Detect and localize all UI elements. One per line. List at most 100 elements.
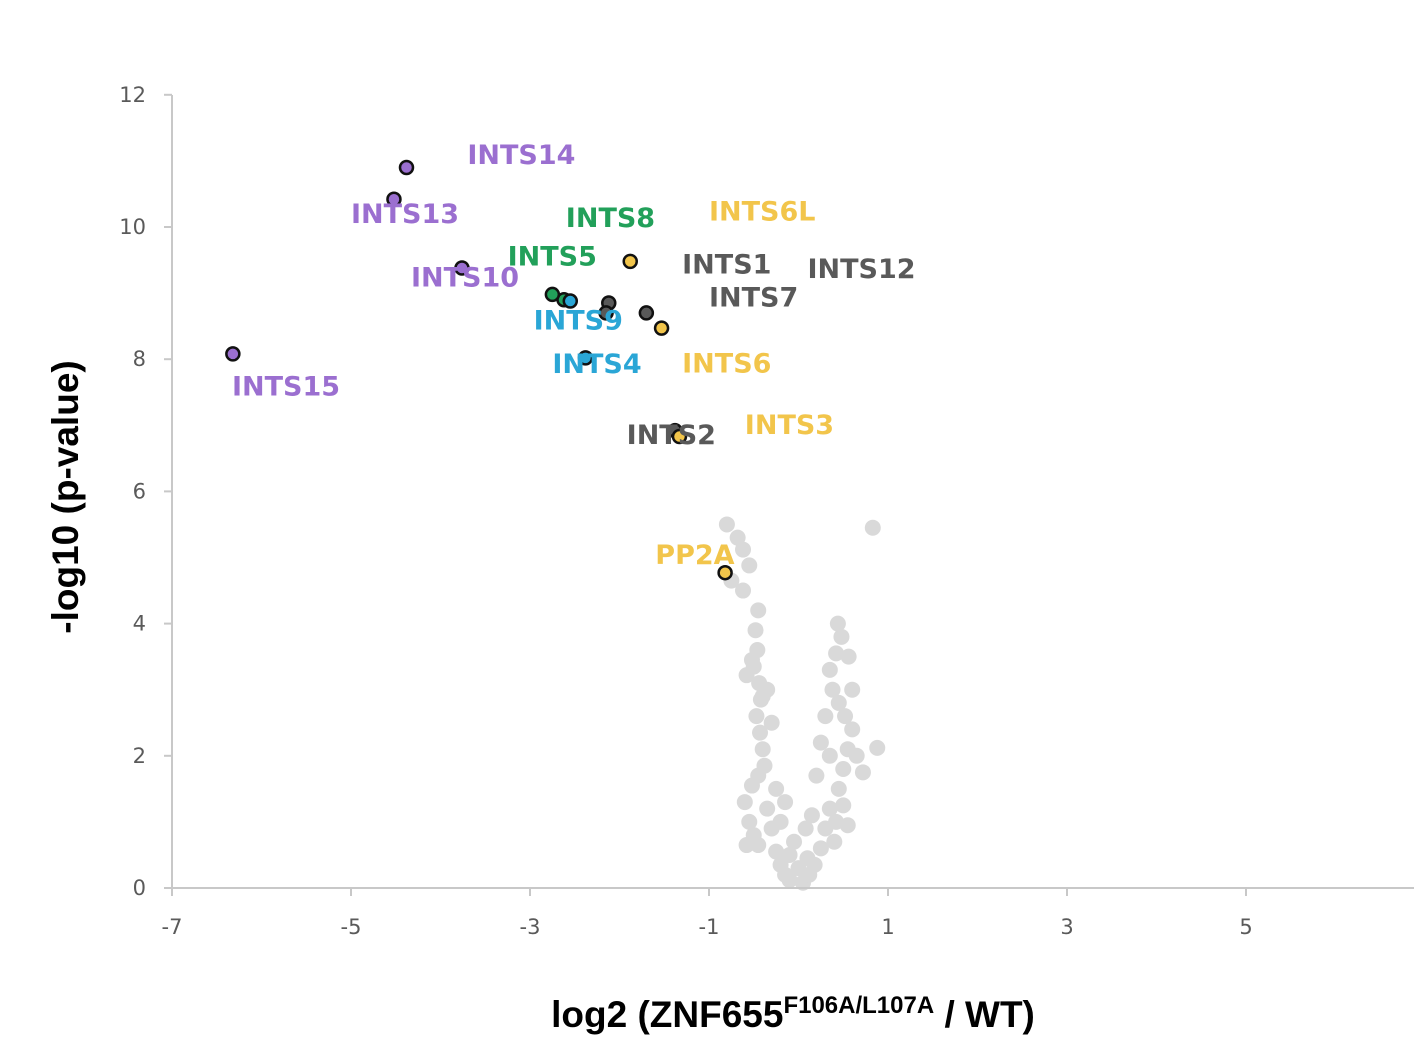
point-label: INTS7 bbox=[709, 282, 798, 313]
background-point bbox=[833, 628, 850, 645]
point-label: INTS6 bbox=[682, 348, 771, 379]
background-point bbox=[738, 667, 755, 684]
highlighted-point bbox=[577, 350, 594, 366]
highlighted-point bbox=[454, 260, 470, 276]
point-label: INTS6L bbox=[709, 196, 816, 227]
highlighted-point bbox=[398, 159, 415, 176]
background-point bbox=[754, 741, 771, 758]
background-point bbox=[812, 840, 829, 857]
background-point bbox=[797, 820, 814, 837]
point-labels: INTS14 INTS13 INTS10 INTS15 INTS8 INTS5 INTS9 I… bbox=[232, 140, 916, 571]
background-points bbox=[718, 516, 886, 891]
point-label: INTS2 bbox=[627, 420, 716, 451]
highlighted-points bbox=[225, 159, 733, 581]
highlighted-point bbox=[717, 564, 733, 581]
background-point bbox=[824, 681, 841, 698]
x-tick-label: -5 bbox=[341, 915, 362, 939]
point-label: INTS12 bbox=[807, 254, 915, 285]
background-point bbox=[752, 724, 769, 741]
background-point bbox=[754, 688, 771, 705]
background-point bbox=[777, 794, 794, 811]
y-tick-label: 8 bbox=[133, 347, 146, 371]
background-point bbox=[763, 714, 780, 731]
highlighted-point bbox=[653, 320, 670, 336]
point-label: INTS5 bbox=[508, 241, 597, 272]
background-point bbox=[844, 681, 861, 698]
x-axis-title-superscript: F106A/L107A bbox=[783, 992, 934, 1019]
y-tick-label: 4 bbox=[133, 612, 146, 636]
point-label: INTS4 bbox=[552, 349, 641, 380]
highlighted-point bbox=[598, 305, 614, 321]
background-point bbox=[759, 800, 776, 817]
point-label: INTS3 bbox=[745, 410, 834, 441]
highlighted-point bbox=[638, 305, 655, 321]
background-point bbox=[735, 541, 752, 558]
background-point bbox=[828, 645, 845, 662]
background-point bbox=[837, 708, 854, 725]
background-point bbox=[835, 761, 852, 778]
y-tick-label: 0 bbox=[133, 876, 146, 900]
background-point bbox=[768, 843, 785, 860]
background-point bbox=[830, 780, 847, 797]
background-point bbox=[835, 797, 852, 814]
axis-ticks: 0 2 4 6 8 10 12 -7 -5 -3 -1 1 3 5 bbox=[119, 83, 1252, 939]
point-label: INTS14 bbox=[467, 140, 575, 171]
background-point bbox=[729, 529, 746, 546]
background-point bbox=[738, 837, 755, 854]
point-label: INTS1 bbox=[682, 249, 771, 280]
background-point bbox=[736, 794, 753, 811]
background-point bbox=[768, 780, 785, 797]
background-point bbox=[786, 833, 803, 850]
background-point bbox=[839, 817, 856, 834]
highlighted-point bbox=[671, 428, 688, 445]
background-point bbox=[799, 850, 816, 867]
highlighted-point bbox=[622, 253, 638, 270]
background-point bbox=[821, 800, 838, 817]
highlighted-point bbox=[225, 346, 241, 362]
background-point bbox=[812, 734, 829, 751]
background-point bbox=[826, 833, 843, 850]
background-point bbox=[840, 648, 857, 665]
background-point bbox=[741, 557, 758, 574]
highlighted-point bbox=[386, 191, 402, 207]
y-tick-label: 12 bbox=[119, 83, 146, 107]
background-point bbox=[821, 661, 838, 678]
x-axis-title: log2 (ZNF655F106A/L107A / WT) bbox=[551, 992, 1035, 1035]
x-tick-label: -1 bbox=[699, 915, 720, 939]
y-tick-label: 2 bbox=[133, 744, 146, 768]
point-label: INTS10 bbox=[411, 262, 519, 293]
x-axis-title-tail: / WT) bbox=[934, 994, 1035, 1035]
background-point bbox=[854, 764, 871, 781]
background-point bbox=[750, 837, 767, 854]
background-point bbox=[772, 813, 789, 830]
x-tick-label: 3 bbox=[1060, 915, 1073, 939]
y-tick-label: 6 bbox=[133, 479, 146, 503]
background-point bbox=[803, 807, 820, 824]
y-axis-title: -log10 (p-value) bbox=[45, 360, 86, 633]
y-tick-label: 10 bbox=[119, 215, 146, 239]
background-point bbox=[741, 813, 758, 830]
point-label: INTS8 bbox=[566, 203, 655, 234]
background-point bbox=[781, 872, 798, 889]
point-label: INTS13 bbox=[351, 199, 459, 230]
background-point bbox=[844, 721, 861, 738]
point-label: INTS15 bbox=[232, 372, 340, 403]
background-point bbox=[817, 708, 834, 725]
background-point bbox=[748, 708, 765, 725]
x-axis-title-main: log2 (ZNF655 bbox=[551, 994, 783, 1035]
point-label: INTS9 bbox=[534, 305, 623, 336]
background-point bbox=[718, 516, 735, 533]
background-point bbox=[747, 622, 764, 639]
background-point bbox=[830, 694, 847, 711]
background-point bbox=[735, 582, 752, 599]
highlighted-point bbox=[544, 286, 561, 303]
background-point bbox=[829, 615, 846, 632]
x-tick-label: -7 bbox=[162, 915, 183, 939]
x-tick-label: 1 bbox=[881, 915, 894, 939]
highlighted-point bbox=[562, 293, 579, 309]
point-label: PP2A bbox=[655, 540, 734, 571]
background-point bbox=[808, 767, 825, 784]
background-point bbox=[743, 777, 760, 794]
